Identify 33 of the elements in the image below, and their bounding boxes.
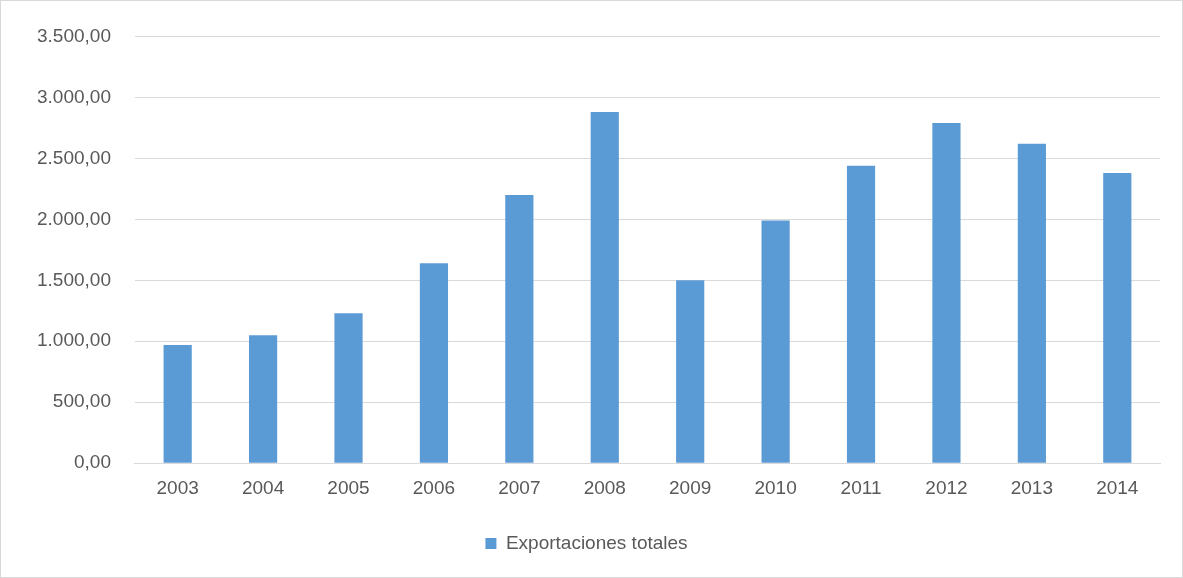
bar (163, 344, 192, 463)
x-tick-label: 2010 (754, 476, 797, 498)
bar (334, 313, 363, 463)
y-tick-label: 3.000,00 (36, 85, 111, 107)
y-tick-label: 0,00 (73, 451, 111, 473)
y-tick-label: 2.000,00 (36, 207, 111, 229)
x-tick-label: 2008 (583, 476, 626, 498)
bar (1103, 172, 1132, 463)
bar (932, 122, 961, 463)
x-tick-label: 2004 (241, 476, 285, 498)
y-tick-label: 2.500,00 (36, 146, 111, 168)
x-tick-label: 2014 (1096, 476, 1139, 498)
x-tick-label: 2012 (925, 476, 968, 498)
x-tick-label: 2013 (1010, 476, 1054, 498)
y-tick-label: 500,00 (52, 390, 111, 412)
x-tick-label: 2005 (327, 476, 370, 498)
legend-label: Exportaciones totales (505, 531, 688, 553)
bar (249, 335, 278, 463)
bar (419, 263, 449, 463)
bar (590, 112, 619, 463)
bar (846, 165, 876, 463)
y-tick-label: 1.500,00 (36, 268, 111, 290)
x-tick-label: 2009 (669, 476, 712, 498)
x-tick-label: 2007 (498, 476, 541, 498)
bar (505, 194, 534, 463)
y-tick-label: 1.000,00 (36, 329, 111, 351)
x-tick-label: 2006 (412, 476, 456, 498)
bar (761, 220, 790, 463)
x-tick-label: 2003 (156, 476, 199, 498)
bar (676, 280, 705, 463)
bar (1017, 143, 1046, 463)
y-tick-label: 3.500,00 (36, 24, 111, 46)
x-tick-label: 2011 (840, 476, 882, 498)
